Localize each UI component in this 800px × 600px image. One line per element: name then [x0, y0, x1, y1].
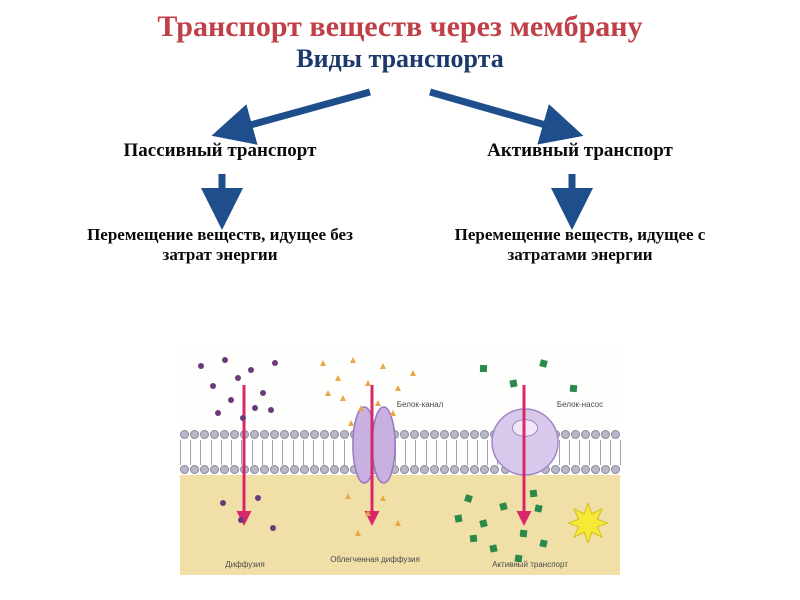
active-desc: Перемещение веществ, идущее с затратами …	[440, 225, 720, 265]
membrane-diagram: Белок-канал Белок-насос Диффузия Облегче…	[180, 345, 620, 575]
pump-label: Белок-насос	[550, 400, 610, 409]
passive-desc: Перемещение веществ, идущее без затрат э…	[80, 225, 360, 265]
passive-label: Пассивный транспорт	[80, 140, 360, 162]
energy-burst-icon	[568, 503, 608, 543]
channel-label: Белок-канал	[390, 400, 450, 409]
facilitated-label: Облегченная диффузия	[320, 555, 430, 564]
diffusion-label: Диффузия	[200, 560, 290, 569]
active-label: Активный транспорт	[440, 140, 720, 162]
active-transport-label: Активный транспорт	[470, 560, 590, 569]
fork-arrows	[0, 0, 800, 350]
transport-arrows	[180, 345, 620, 575]
